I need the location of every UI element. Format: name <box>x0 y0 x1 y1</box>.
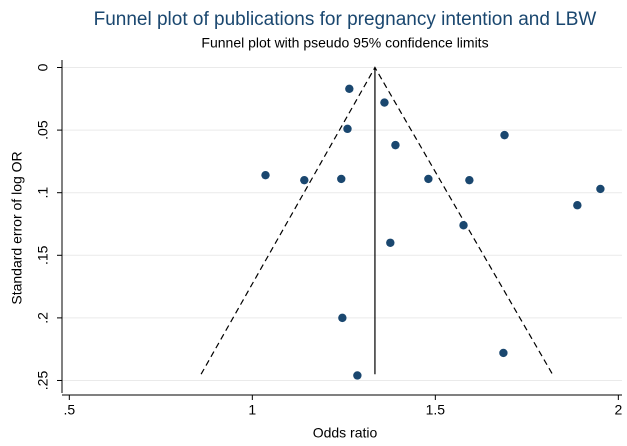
chart-subtitle: Funnel plot with pseudo 95% confidence l… <box>201 35 488 51</box>
study-point <box>459 221 468 230</box>
x-axis-label: Odds ratio <box>313 425 378 441</box>
x-tick-label: 1 <box>248 402 256 418</box>
study-point <box>300 175 309 185</box>
study-point <box>465 175 474 185</box>
study-point <box>380 98 389 107</box>
x-tick-label: 1.5 <box>426 402 446 418</box>
y-tick-label: .25 <box>35 371 51 391</box>
study-point <box>353 371 362 380</box>
study-point <box>424 174 433 184</box>
y-tick-label: .2 <box>35 312 51 324</box>
chart-title: Funnel plot of publications for pregnanc… <box>94 9 597 30</box>
study-point <box>500 130 509 140</box>
study-point <box>343 124 352 134</box>
study-point <box>499 348 508 358</box>
y-tick-label: .15 <box>35 245 51 265</box>
y-axis-label: Standard error of log OR <box>9 151 25 304</box>
study-point <box>338 313 347 323</box>
study-point <box>391 140 400 150</box>
study-point <box>337 174 346 184</box>
study-point <box>573 201 582 210</box>
x-tick-label: 2 <box>614 402 622 418</box>
x-tick-label: .5 <box>63 402 75 418</box>
study-point <box>386 238 395 247</box>
y-tick-label: .05 <box>35 120 51 140</box>
study-point <box>345 84 354 93</box>
study-point <box>261 170 270 180</box>
y-tick-label: .1 <box>35 187 51 199</box>
study-point <box>596 184 605 194</box>
y-tick-label: 0 <box>35 63 51 71</box>
